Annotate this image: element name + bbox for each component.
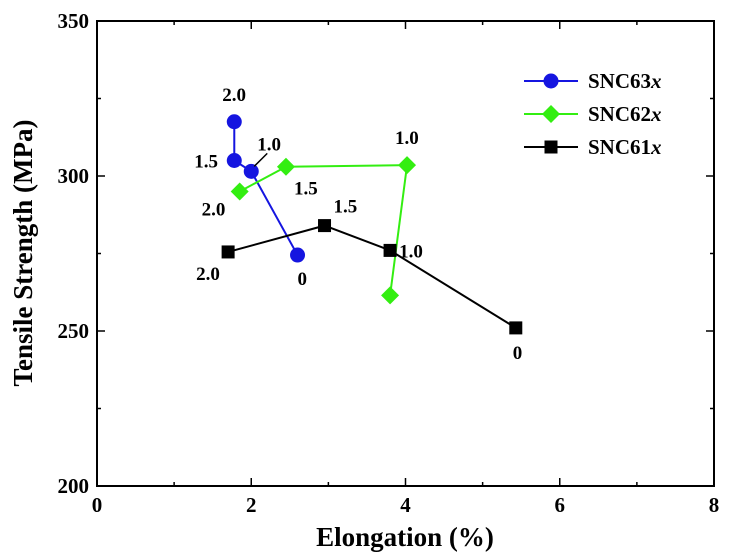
legend-item-snc63: SNC63x — [524, 69, 662, 93]
legend-label: SNC63x — [588, 69, 662, 93]
x-tick-label: 8 — [709, 493, 720, 517]
point-label: 2.0 — [222, 85, 246, 106]
legend-item-snc61: SNC61x — [524, 135, 662, 159]
series-line — [233, 121, 299, 256]
data-point — [221, 245, 235, 259]
x-tick-label: 2 — [246, 493, 257, 517]
point-label: 1.5 — [294, 179, 318, 200]
legend: SNC63x SNC62x SNC61x — [524, 69, 662, 159]
point-label: 0 — [298, 269, 308, 290]
y-tick-label: 250 — [58, 319, 90, 343]
data-point — [509, 321, 523, 335]
axis-ticks — [96, 20, 715, 487]
legend-label: SNC61x — [588, 135, 662, 159]
point-label: 1.0 — [257, 134, 281, 155]
point-label: 2.0 — [196, 264, 220, 285]
point-label-leader — [253, 152, 268, 167]
legend-label-suffix: x — [650, 102, 662, 126]
point-label: 1.5 — [334, 197, 358, 218]
data-point — [243, 163, 259, 179]
legend-marker — [544, 140, 558, 154]
data-point — [398, 156, 417, 175]
point-label: 2.0 — [202, 200, 226, 221]
x-tick-label: 6 — [555, 493, 566, 517]
point-label: 1.0 — [399, 241, 423, 262]
data-point — [230, 182, 249, 201]
y-tick-label: 350 — [58, 9, 90, 33]
data-point — [383, 243, 397, 257]
series-line — [239, 164, 409, 296]
legend-marker — [542, 105, 560, 123]
legend-label: SNC62x — [588, 102, 662, 126]
series-layer — [221, 114, 523, 335]
point-label: 1.5 — [194, 152, 218, 173]
x-tick-label: 0 — [92, 493, 103, 517]
x-axis-title: Elongation (%) — [316, 522, 494, 552]
series-line — [227, 224, 517, 329]
legend-label-suffix: x — [650, 135, 662, 159]
series-snc62 — [230, 156, 417, 305]
legend-marker — [543, 73, 559, 89]
data-point — [318, 219, 332, 233]
series-snc63 — [226, 114, 306, 263]
data-point — [381, 286, 400, 305]
data-point — [276, 157, 295, 176]
y-tick-label: 200 — [58, 474, 90, 498]
y-tick-label: 300 — [58, 164, 90, 188]
x-tick-label: 4 — [400, 493, 411, 517]
axis-tick-labels: 0 2 4 6 8 200 250 300 350 — [58, 9, 720, 517]
y-axis-title: Tensile Strength (MPa) — [8, 120, 38, 387]
point-label: 0 — [513, 343, 523, 364]
series-snc61 — [221, 219, 523, 335]
data-point — [226, 114, 242, 130]
data-point — [290, 247, 306, 263]
point-label: 1.0 — [395, 128, 419, 149]
legend-label-suffix: x — [650, 69, 662, 93]
legend-item-snc62: SNC62x — [524, 102, 662, 126]
data-point — [226, 153, 242, 168]
point-labels: 0 1.0 1.5 2.0 1.0 1.5 2.0 0 1.0 1.5 2.0 — [194, 85, 522, 364]
